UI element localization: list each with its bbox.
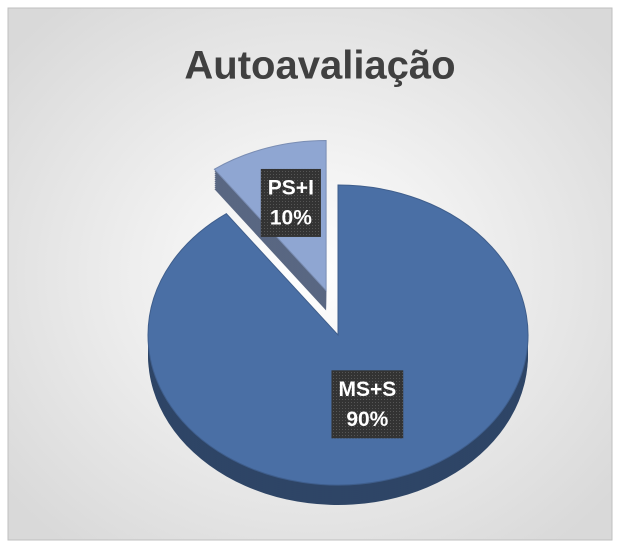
data-label-value: 10% — [270, 206, 312, 229]
data-label: PS+I 10% — [260, 168, 321, 237]
data-label-category: MS+S — [338, 378, 396, 401]
data-label-value: 90% — [346, 408, 388, 431]
data-label-box — [260, 168, 321, 237]
data-label-category: PS+I — [268, 176, 314, 199]
pie: MS+S 90% PS+I 10% — [147, 140, 529, 505]
data-label-box — [331, 370, 404, 439]
chart-title: Autoavaliação — [184, 44, 455, 88]
pie-slice — [147, 184, 529, 486]
data-label: MS+S 90% — [331, 370, 404, 439]
